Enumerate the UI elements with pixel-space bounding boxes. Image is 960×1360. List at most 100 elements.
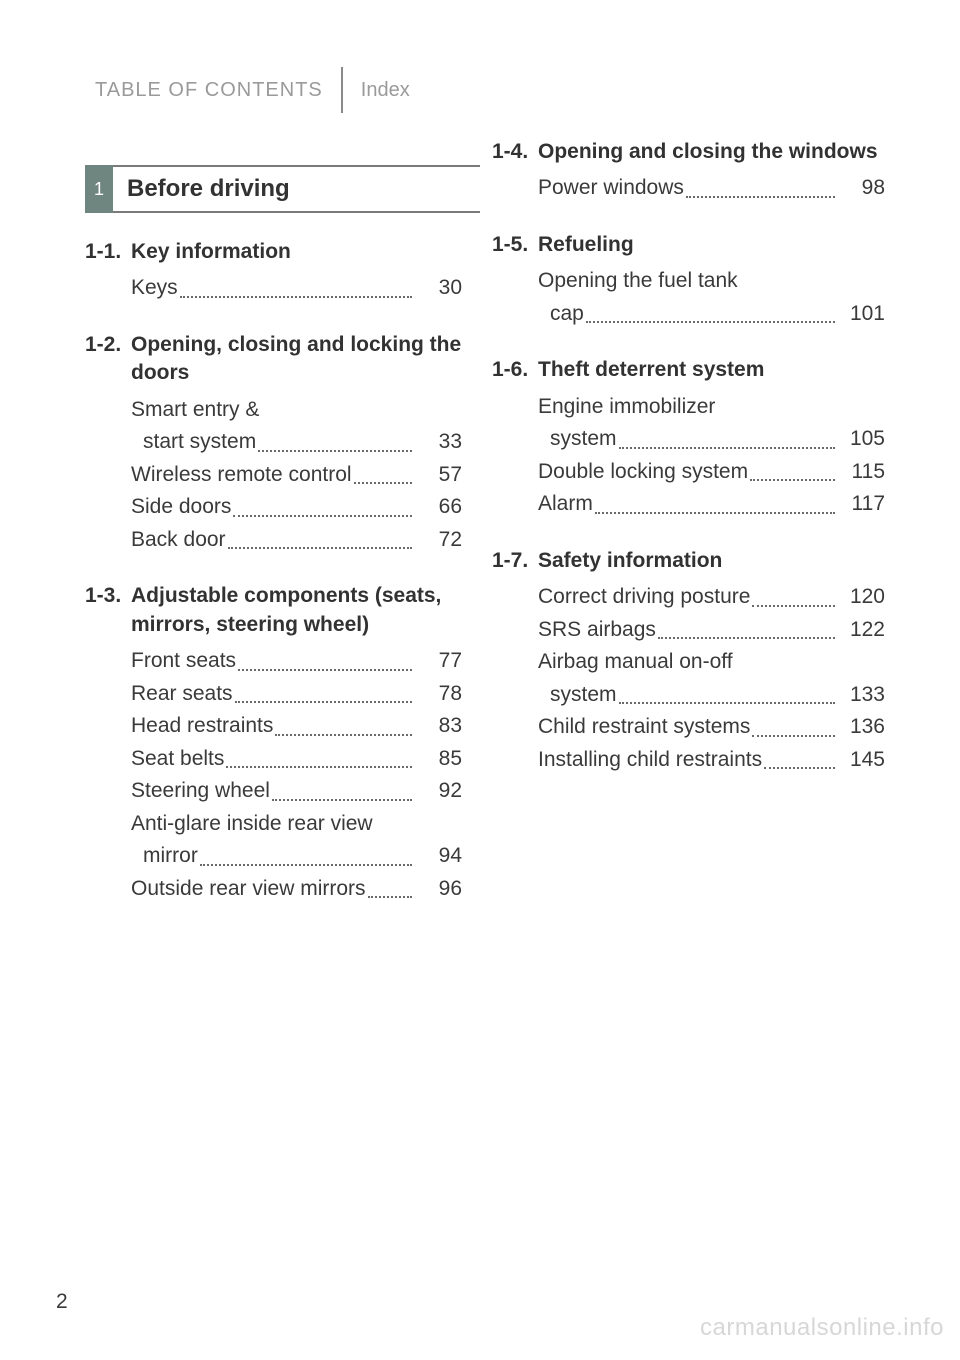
- toc-dots: [658, 637, 835, 639]
- toc-section-head: 1-1.Key information: [85, 238, 462, 266]
- toc-entry: Alarm 117: [538, 488, 885, 521]
- toc-dots: [233, 515, 412, 517]
- toc-dots: [752, 605, 835, 607]
- toc-entry-label: Engine immobilizer: [538, 391, 715, 424]
- toc-entry-page: 94: [416, 840, 462, 873]
- toc-entry: Back door72: [131, 524, 462, 557]
- toc-entry-page: 78: [416, 678, 462, 711]
- toc-dots: [258, 450, 412, 452]
- toc-entry-label: Keys: [131, 272, 178, 305]
- toc-section-number: 1-4.: [492, 138, 538, 166]
- toc-dots: [368, 896, 412, 898]
- toc-entry-label: Wireless remote control: [131, 459, 352, 492]
- toc-dots: [750, 479, 835, 481]
- toc-entry: Front seats 77: [131, 645, 462, 678]
- toc-entry: Child restraint systems136: [538, 711, 885, 744]
- toc-column-left: 1-1.Key information Keys30 1-2.Opening, cl…: [85, 138, 480, 931]
- toc-dots: [595, 512, 835, 514]
- toc-section: 1-4.Opening and closing the windows Power…: [492, 138, 885, 205]
- toc-entry-label: Outside rear view mirrors: [131, 873, 366, 906]
- toc-entry-page: 115: [839, 456, 885, 489]
- toc-section-number: 1-2.: [85, 331, 131, 388]
- toc-entry-page: 133: [839, 679, 885, 712]
- toc-entry: start system 33: [131, 426, 462, 459]
- toc-entry: Keys30: [131, 272, 462, 305]
- toc-entries: Front seats 77Rear seats78Head restraints…: [85, 645, 462, 905]
- toc-entry-page: 145: [839, 744, 885, 777]
- toc-entry-label: Child restraint systems: [538, 711, 750, 744]
- toc-entry: cap101: [538, 298, 885, 331]
- toc-entry-label: Head restraints: [131, 710, 273, 743]
- toc-section-title: Theft deterrent system: [538, 356, 885, 384]
- toc-entry: Installing child restraints145: [538, 744, 885, 777]
- toc-entry-page: 92: [416, 775, 462, 808]
- toc-section-title: Safety information: [538, 547, 885, 575]
- toc-entry-page: 117: [839, 488, 885, 521]
- toc-entry: Side doors 66: [131, 491, 462, 524]
- toc-dots: [619, 702, 835, 704]
- watermark: carmanualsonline.info: [700, 1314, 944, 1342]
- toc-dots: [752, 735, 835, 737]
- toc-section: 1-6.Theft deterrent system Engine immobil…: [492, 356, 885, 521]
- toc-entry-label: start system: [131, 426, 256, 459]
- toc-dots: [272, 799, 412, 801]
- toc-dots: [586, 321, 835, 323]
- toc-entries: Smart entry &start system 33 Wireless remo…: [85, 394, 462, 557]
- toc-entry-label: mirror: [131, 840, 198, 873]
- page: TABLE OF CONTENTS Index 1 Before driving…: [0, 0, 960, 1360]
- toc-section-head: 1-4.Opening and closing the windows: [492, 138, 885, 166]
- header-row: TABLE OF CONTENTS Index: [95, 70, 885, 110]
- toc-entry: Outside rear view mirrors96: [131, 873, 462, 906]
- toc-entry: Anti-glare inside rear view: [131, 808, 462, 841]
- toc-entry-label: Smart entry &: [131, 394, 259, 427]
- toc-entry: system105: [538, 423, 885, 456]
- toc-entries: Power windows98: [492, 172, 885, 205]
- toc-entry-label: Airbag manual on-off: [538, 646, 733, 679]
- toc-entry-label: Front seats: [131, 645, 236, 678]
- toc-dots: [226, 766, 412, 768]
- toc-dots: [619, 447, 835, 449]
- toc-section: 1-1.Key information Keys30: [85, 238, 462, 305]
- toc-entry-label: Side doors: [131, 491, 231, 524]
- toc-column-right: 1-4.Opening and closing the windows Power…: [480, 138, 885, 931]
- toc-entry: Engine immobilizer: [538, 391, 885, 424]
- toc-entry-label: cap: [538, 298, 584, 331]
- toc-entry: SRS airbags122: [538, 614, 885, 647]
- toc-entry-page: 120: [839, 581, 885, 614]
- toc-entry: Smart entry &: [131, 394, 462, 427]
- toc-entry: mirror 94: [131, 840, 462, 873]
- toc-section-number: 1-6.: [492, 356, 538, 384]
- toc-section-number: 1-3.: [85, 582, 131, 639]
- header-toc-label: TABLE OF CONTENTS: [95, 79, 341, 102]
- toc-entry-label: Seat belts: [131, 743, 224, 776]
- toc-entry-page: 66: [416, 491, 462, 524]
- toc-entry-label: SRS airbags: [538, 614, 656, 647]
- toc-entry-label: Correct driving posture: [538, 581, 750, 614]
- toc-entries: Correct driving posture 120SRS airbags122…: [492, 581, 885, 776]
- toc-section-head: 1-5.Refueling: [492, 231, 885, 259]
- toc-entry-label: Opening the fuel tank: [538, 265, 738, 298]
- toc-entries: Keys30: [85, 272, 462, 305]
- toc-entries: Engine immobilizersystem105Double lockin…: [492, 391, 885, 521]
- toc-section-head: 1-7.Safety information: [492, 547, 885, 575]
- toc-entry-page: 57: [416, 459, 462, 492]
- toc-dots: [235, 701, 412, 703]
- toc-section-title: Opening and closing the windows: [538, 138, 885, 166]
- toc-entry: Power windows98: [538, 172, 885, 205]
- toc-entry-label: Alarm: [538, 488, 593, 521]
- toc-entry: Rear seats78: [131, 678, 462, 711]
- toc-columns: 1-1.Key information Keys30 1-2.Opening, cl…: [85, 138, 885, 931]
- toc-entry-page: 72: [416, 524, 462, 557]
- toc-section: 1-2.Opening, closing and locking the doo…: [85, 331, 462, 556]
- toc-section-head: 1-6.Theft deterrent system: [492, 356, 885, 384]
- toc-section-number: 1-5.: [492, 231, 538, 259]
- toc-dots: [686, 196, 835, 198]
- toc-entry: Airbag manual on-off: [538, 646, 885, 679]
- toc-entry-label: Double locking system: [538, 456, 748, 489]
- toc-entry-label: Anti-glare inside rear view: [131, 808, 373, 841]
- toc-section-title: Refueling: [538, 231, 885, 259]
- toc-entry: Head restraints83: [131, 710, 462, 743]
- toc-entry-page: 77: [416, 645, 462, 678]
- toc-section: 1-3.Adjustable components (seats, mirror…: [85, 582, 462, 905]
- toc-entry-page: 33: [416, 426, 462, 459]
